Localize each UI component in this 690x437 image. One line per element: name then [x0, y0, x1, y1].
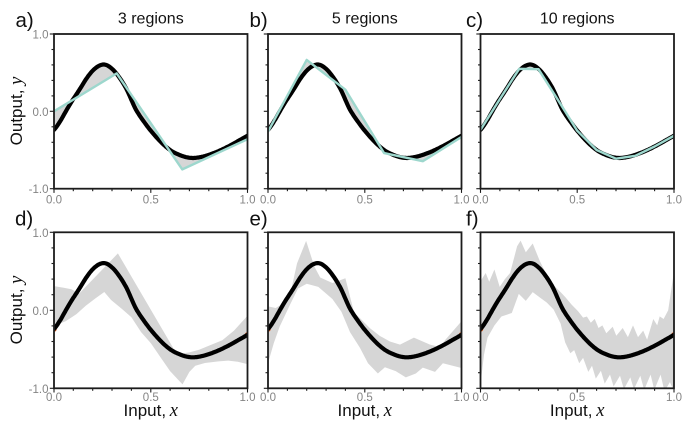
svg-text:5 regions: 5 regions — [332, 11, 398, 28]
svg-text:0.5: 0.5 — [569, 392, 585, 404]
svg-text:0.5: 0.5 — [143, 194, 159, 206]
svg-text:Output, y: Output, y — [7, 275, 27, 344]
svg-text:1.0: 1.0 — [666, 194, 682, 206]
svg-text:0.0: 0.0 — [46, 194, 62, 206]
svg-text:0.0: 0.0 — [473, 194, 489, 206]
svg-text:1.0: 1.0 — [33, 228, 49, 240]
svg-text:1.0: 1.0 — [33, 30, 49, 42]
svg-text:1.0: 1.0 — [240, 392, 256, 404]
svg-text:x: x — [169, 401, 179, 421]
svg-text:x: x — [383, 401, 393, 421]
svg-text:Input,: Input, — [550, 401, 593, 420]
svg-text:a): a) — [16, 9, 34, 32]
svg-text:x: x — [595, 401, 605, 421]
svg-text:0.0: 0.0 — [33, 107, 49, 119]
svg-text:1.0: 1.0 — [454, 392, 470, 404]
svg-text:f): f) — [466, 208, 479, 231]
svg-text:Input,: Input, — [124, 401, 167, 420]
svg-text:1.0: 1.0 — [240, 194, 256, 206]
svg-text:1.0: 1.0 — [454, 194, 470, 206]
svg-text:e): e) — [250, 208, 268, 231]
svg-text:0.5: 0.5 — [357, 194, 373, 206]
svg-text:0.0: 0.0 — [46, 392, 62, 404]
svg-text:Input,: Input, — [338, 401, 381, 420]
svg-text:c): c) — [466, 9, 483, 32]
svg-text:0.5: 0.5 — [143, 392, 159, 404]
svg-text:d): d) — [15, 208, 33, 231]
svg-text:0.0: 0.0 — [33, 306, 49, 318]
svg-text:-1.0: -1.0 — [29, 384, 49, 396]
svg-text:b): b) — [250, 9, 268, 32]
svg-text:0.0: 0.0 — [260, 392, 276, 404]
svg-text:1.0: 1.0 — [666, 392, 682, 404]
svg-text:3 regions: 3 regions — [118, 11, 184, 28]
svg-text:0.5: 0.5 — [357, 392, 373, 404]
svg-text:-1.0: -1.0 — [29, 184, 49, 196]
svg-text:0.0: 0.0 — [260, 194, 276, 206]
svg-text:0.0: 0.0 — [473, 392, 489, 404]
svg-text:10 regions: 10 regions — [540, 11, 615, 28]
svg-text:Output, y: Output, y — [7, 76, 27, 145]
svg-text:0.5: 0.5 — [569, 194, 585, 206]
